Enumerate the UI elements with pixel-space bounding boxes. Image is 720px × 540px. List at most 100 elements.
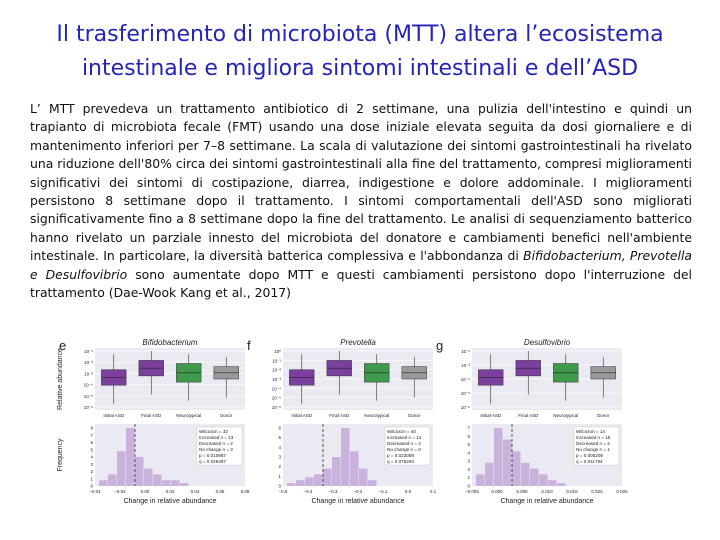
y-tick-label: 1 <box>90 476 93 481</box>
group-label: Initial ASD <box>291 413 313 418</box>
y-tick-label: 0 <box>90 484 93 489</box>
x-tick-label: 0.02 <box>166 489 175 494</box>
panel-taxon: Prevotella <box>340 338 376 347</box>
y-tick-label: 7 <box>467 426 470 431</box>
x-tick-label: 0.005 <box>516 489 528 494</box>
y-tick-label: 1 <box>278 474 281 479</box>
y-tick-label: 10⁻³ <box>461 363 470 368</box>
x-tick-label: 0.00 <box>141 489 150 494</box>
histogram-bar <box>530 468 539 486</box>
group-label: Donor <box>597 413 610 418</box>
histogram-bar <box>359 468 368 486</box>
x-axis-label: Change in relative abundance <box>123 498 216 505</box>
histogram-bar <box>287 483 296 486</box>
stats-box <box>384 426 431 466</box>
histogram-bar <box>144 468 153 486</box>
y-tick-label: 10⁻⁴ <box>84 383 93 388</box>
histogram-bar <box>314 474 323 486</box>
x-tick-label: 0.020 <box>591 489 603 494</box>
y-tick-label: 5 <box>90 447 93 452</box>
x-tick-label: 0.010 <box>541 489 553 494</box>
stats-box <box>573 426 620 466</box>
histogram-bar <box>539 474 548 486</box>
x-tick-label: 0.06 <box>216 489 225 494</box>
y-tick-label: 5 <box>467 442 470 447</box>
x-tick-label: 0.025 <box>616 489 628 494</box>
y-tick-label: 6 <box>90 440 93 445</box>
slide-title: Il trasferimento di microbiota (MTT) alt… <box>20 18 700 86</box>
stats-line: Increased n = 14 <box>387 435 422 440</box>
panel-taxon: Desulfovibrio <box>524 338 571 347</box>
stats-line: q = 0.075293 <box>387 459 414 464</box>
histogram-bar <box>548 480 557 486</box>
histogram-bar <box>323 468 332 486</box>
stats-line: q = 0.025487 <box>199 459 226 464</box>
y-tick-label: 10⁻² <box>461 349 470 354</box>
group-label: Donor <box>408 413 421 418</box>
stats-line: No change n = 1 <box>576 447 610 452</box>
stats-line: Wilcoxon = 40 <box>387 429 416 434</box>
histogram-bar <box>180 483 189 486</box>
y-tick-label: 10⁻¹ <box>84 349 93 354</box>
y-tick-label: 2 <box>90 469 93 474</box>
histogram-bar <box>135 457 144 486</box>
histogram-bar <box>368 480 377 486</box>
histogram-bar <box>108 474 117 486</box>
histogram-bar <box>512 451 521 486</box>
y-tick-label: 7 <box>90 433 93 438</box>
histogram-bar <box>521 462 530 486</box>
group-label: Final ASD <box>141 413 162 418</box>
x-tick-label: 0.0 <box>405 489 412 494</box>
body-italic: Bifidobacterium, Prevotella e Desulfovib… <box>30 248 692 282</box>
histogram-bar <box>171 480 180 486</box>
y-tick-label: 10⁻⁴ <box>461 377 470 382</box>
group-label: Initial ASD <box>480 413 502 418</box>
x-tick-label: −0.5 <box>279 489 288 494</box>
stats-line: p = 0.010987 <box>199 453 226 458</box>
title-line: intestinale e migliora sintomi intestina… <box>81 56 639 81</box>
histogram-bar <box>503 439 512 486</box>
group-label: Donor <box>220 413 233 418</box>
y-tick-label: 10⁻⁵ <box>84 394 93 399</box>
x-tick-label: −0.2 <box>354 489 363 494</box>
stats-box <box>196 426 243 466</box>
y-tick-label: 4 <box>278 445 281 450</box>
y-tick-label: 2 <box>467 467 470 472</box>
y-tick-label: 1 <box>467 475 470 480</box>
histogram-bar <box>332 457 341 486</box>
stats-line: Decreased n = 2 <box>576 441 610 446</box>
x-axis-label: Change in relative abundance <box>311 498 404 505</box>
title-line: Il trasferimento di microbiota (MTT) alt… <box>56 22 664 47</box>
y-tick-label: 3 <box>278 455 281 460</box>
y-tick-label: 10⁻³ <box>84 371 93 376</box>
y-tick-label: 10⁻⁵ <box>461 391 470 396</box>
x-axis-label: Change in relative abundance <box>500 498 593 505</box>
y-axis-label: Relative abundance <box>57 348 64 410</box>
histogram-bar <box>494 428 503 486</box>
panel-letter: g <box>436 338 443 353</box>
y-tick-label: 0 <box>467 484 470 489</box>
y-tick-label: 10⁻⁴ <box>272 386 281 391</box>
y-tick-label: 10⁻⁶ <box>461 405 470 410</box>
y-tick-label: 6 <box>278 426 281 431</box>
x-tick-label: 0.08 <box>241 489 250 494</box>
histogram-bar <box>557 483 566 486</box>
y-tick-label: 10⁻⁵ <box>272 396 281 401</box>
y-tick-label: 5 <box>278 435 281 440</box>
y-tick-label: 0 <box>278 484 281 489</box>
group-label: Final ASD <box>329 413 350 418</box>
y-tick-label: 8 <box>90 426 93 431</box>
stats-line: Wilcoxon = 32 <box>199 429 228 434</box>
x-tick-label: −0.02 <box>114 489 126 494</box>
stats-line: q = 0.011794 <box>576 459 603 464</box>
stats-line: Decreased n = 4 <box>387 441 421 446</box>
panel-letter: f <box>247 338 251 353</box>
body-plain: L’ MTT prevedeva un trattamento antibiot… <box>30 101 692 264</box>
group-label: Neurotypical <box>176 413 201 418</box>
x-tick-label: −0.4 <box>304 489 313 494</box>
x-tick-label: −0.005 <box>465 489 479 494</box>
y-tick-label: 10⁻⁶ <box>84 405 93 410</box>
x-tick-label: −0.1 <box>379 489 388 494</box>
body-plain: sono aumentate dopo MTT e questi cambiam… <box>30 266 692 301</box>
